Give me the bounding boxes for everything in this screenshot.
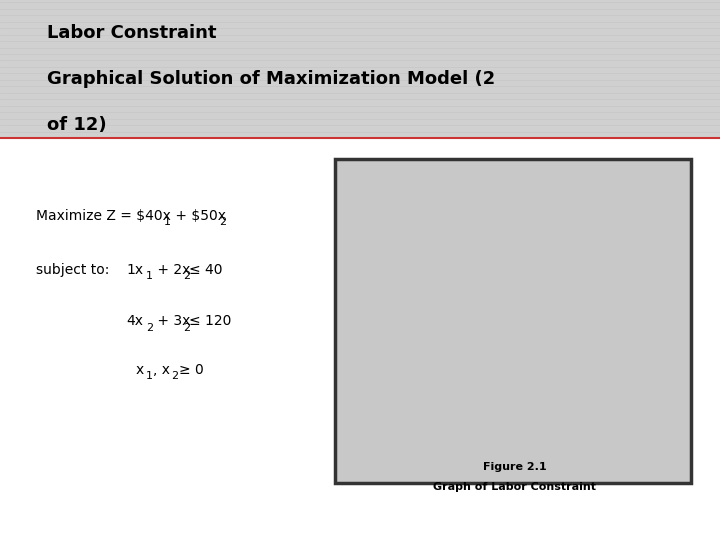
Text: 1: 1 <box>146 272 153 281</box>
Text: 0: 0 <box>359 453 365 463</box>
Text: 1: 1 <box>164 218 171 227</box>
Text: 2: 2 <box>220 218 227 227</box>
Text: Graph of Labor Constraint: Graph of Labor Constraint <box>433 482 596 492</box>
Text: Figure 2.1: Figure 2.1 <box>483 462 546 472</box>
Text: 4x: 4x <box>126 314 143 328</box>
Text: 2: 2 <box>183 272 190 281</box>
Text: , x: , x <box>153 363 171 377</box>
Text: ≤ 40: ≤ 40 <box>189 263 223 277</box>
Bar <box>0 138 720 540</box>
Text: 2: 2 <box>183 323 190 333</box>
Text: x: x <box>135 363 143 377</box>
Text: + $50x: + $50x <box>171 209 226 223</box>
Text: x₂: x₂ <box>343 196 356 209</box>
Bar <box>0 0 720 138</box>
Text: 2: 2 <box>171 372 179 381</box>
Text: subject to:: subject to: <box>36 263 109 277</box>
Text: + 3x: + 3x <box>153 314 191 328</box>
Text: x₁: x₁ <box>652 458 664 471</box>
Text: of 12): of 12) <box>47 116 107 134</box>
Text: Labor Constraint: Labor Constraint <box>47 24 216 42</box>
Text: + 2x: + 2x <box>153 263 191 277</box>
Text: x₁ + 2x₂ = 40: x₁ + 2x₂ = 40 <box>452 393 523 402</box>
Text: 1: 1 <box>146 372 153 381</box>
Text: Maximize Z = $40x: Maximize Z = $40x <box>36 209 171 223</box>
Text: 1x: 1x <box>126 263 143 277</box>
Text: ≤ 120: ≤ 120 <box>189 314 232 328</box>
Text: ≥ 0: ≥ 0 <box>179 363 203 377</box>
Bar <box>335 159 691 483</box>
Text: 2: 2 <box>146 323 153 333</box>
Text: Graphical Solution of Maximization Model (2: Graphical Solution of Maximization Model… <box>47 70 495 88</box>
